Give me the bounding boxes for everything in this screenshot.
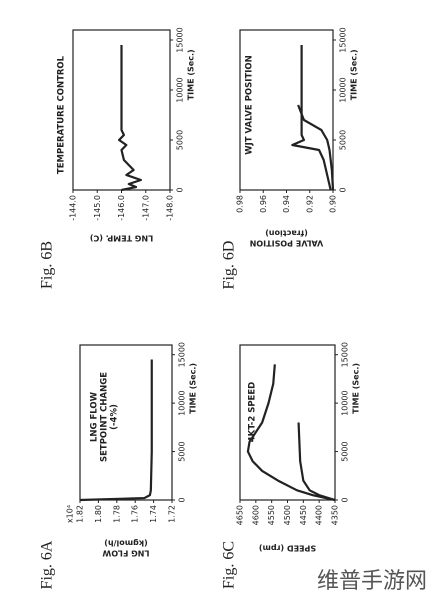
- y-tick-label: 4350: [331, 505, 340, 525]
- y-tick-label: -148.0: [166, 195, 175, 221]
- data-line: [246, 364, 336, 502]
- data-line: [117, 45, 142, 192]
- x-tick-label: 0: [178, 497, 187, 502]
- x-tick-label: 10000: [341, 390, 350, 415]
- y-tick-label: 4550: [267, 505, 276, 525]
- y-axis-label: LNG FLOW: [102, 549, 149, 558]
- y-axis-label: (kgmol/h): [104, 539, 148, 548]
- y-tick-label: 1.82: [76, 505, 85, 523]
- plot-frame: [79, 344, 173, 501]
- x-tick-label: 15000: [176, 27, 185, 52]
- y-tick-label: 1.74: [149, 505, 158, 523]
- figure-label: Fig. 6D: [221, 241, 238, 290]
- y-tick-label: 0.92: [305, 195, 314, 213]
- y-tick-label: 0.94: [282, 195, 291, 213]
- y-axis-label: (fraction): [265, 229, 308, 238]
- x-tick-label: 5000: [178, 441, 187, 461]
- y-tick-label: -146.0: [117, 195, 126, 221]
- chart-title: (-4%): [110, 404, 120, 430]
- chart-title: SETPOINT CHANGE: [100, 372, 110, 462]
- y-tick-label: 1.76: [131, 505, 140, 523]
- x-tick-label: 15000: [341, 342, 350, 367]
- y-tick-label: 4400: [315, 505, 324, 525]
- x-tick-label: 10000: [176, 77, 185, 102]
- data-line: [79, 359, 153, 502]
- y-axis-label: LNG TEMP. (C): [90, 234, 153, 243]
- chart: -144.0 -145.0 -146.0 -147.0 -148.00 5000 10000…: [57, 27, 196, 242]
- y-tick-label: 1.78: [112, 505, 121, 523]
- x-axis-label: TIME (Sec.): [187, 49, 196, 100]
- x-tick-label: 5000: [339, 130, 348, 150]
- data-line: [297, 104, 335, 191]
- figure-label: Fig. 6C: [221, 541, 238, 589]
- chart: 0.98 0.96 0.94 0.92 0.900 5000 10000 15000TIME …: [236, 27, 359, 247]
- figure-label: Fig. 6B: [39, 241, 56, 289]
- chart: 1.82 1.80 1.78 1.76 1.74 1.720 5000 10000 15000T…: [66, 342, 198, 558]
- y-tick-label: 4600: [251, 505, 260, 525]
- x-tick-label: 10000: [178, 390, 187, 415]
- y-tick-label: 0.96: [259, 195, 268, 213]
- x-tick-label: 5000: [341, 441, 350, 461]
- y-tick-label: -145.0: [93, 195, 102, 221]
- y-tick-label: 1.80: [94, 505, 103, 523]
- x-axis-label: TIME (Sec.): [189, 363, 198, 414]
- axis-multiplier: x10⁴: [66, 505, 75, 523]
- y-axis-label: VALVE POSITION: [250, 239, 324, 248]
- x-tick-label: 0: [341, 497, 350, 502]
- x-tick-label: 10000: [339, 77, 348, 102]
- watermark: 维普手游网: [317, 569, 427, 594]
- y-tick-label: -147.0: [141, 195, 150, 221]
- y-tick-label: -144.0: [69, 195, 78, 221]
- y-tick-label: 1.72: [168, 505, 177, 523]
- x-tick-label: 15000: [178, 342, 187, 367]
- x-tick-label: 15000: [339, 27, 348, 52]
- figure-label: Fig. 6A: [39, 540, 56, 589]
- data-line: [297, 422, 336, 502]
- chart-title: WJT VALVE POSITION: [245, 55, 255, 155]
- y-tick-label: 4500: [283, 505, 292, 525]
- y-tick-label: 4450: [299, 505, 308, 525]
- x-axis-label: TIME (Sec.): [352, 363, 361, 414]
- y-axis-label: SPEED (rpm): [259, 544, 316, 553]
- chart-title: TEMPERATURE CONTROL: [57, 55, 67, 174]
- chart-title: 4KT-2 SPEED: [248, 382, 258, 442]
- y-tick-label: 0.90: [329, 195, 338, 213]
- y-tick-label: 4650: [236, 505, 245, 525]
- x-tick-label: 0: [339, 187, 348, 192]
- y-tick-label: 0.98: [236, 195, 245, 213]
- x-axis-label: TIME (Sec.): [350, 49, 359, 100]
- x-tick-label: 5000: [176, 130, 185, 150]
- data-line: [291, 45, 332, 191]
- x-tick-label: 0: [176, 187, 185, 192]
- chart-title: LNG FLOW: [90, 391, 100, 442]
